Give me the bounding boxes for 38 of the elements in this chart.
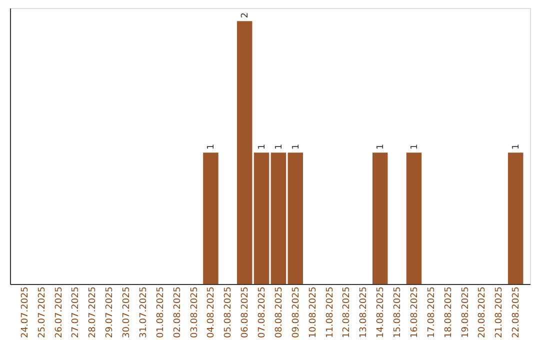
x-tick-label: 15.08.2025: [393, 286, 404, 338]
data-label: 1: [206, 144, 217, 150]
x-tick-label: 28.07.2025: [88, 286, 98, 338]
x-tick-label: 09.08.2025: [291, 286, 302, 338]
x-tick-label: 26.07.2025: [54, 286, 64, 338]
data-label: 1: [376, 144, 386, 150]
data-label: 1: [410, 144, 420, 150]
x-tick-label: 18.08.2025: [444, 286, 454, 338]
data-label: 1: [258, 144, 268, 150]
x-tick-label: 03.08.2025: [190, 286, 200, 338]
x-tick-label: 29.07.2025: [105, 286, 116, 338]
x-tick-label: 07.08.2025: [258, 286, 268, 338]
x-tick-label: 14.08.2025: [376, 286, 386, 338]
x-tick-label: 20.08.2025: [478, 286, 488, 338]
x-tick-label: 19.08.2025: [460, 286, 471, 338]
x-tick-label: 22.08.2025: [512, 286, 522, 338]
data-label: 1: [291, 144, 302, 150]
x-tick-label: 13.08.2025: [359, 286, 370, 338]
data-label: 2: [240, 12, 251, 18]
x-tick-label: 06.08.2025: [240, 286, 251, 338]
data-label: 1: [512, 144, 522, 150]
x-tick-label: 17.08.2025: [426, 286, 437, 338]
x-tick-label: 24.07.2025: [20, 286, 30, 338]
x-tick-label: 12.08.2025: [342, 286, 352, 338]
x-tick-label: 27.07.2025: [71, 286, 82, 338]
x-tick-label: 25.07.2025: [37, 286, 48, 338]
x-tick-label: 16.08.2025: [410, 286, 420, 338]
x-tick-label: 01.08.2025: [156, 286, 166, 338]
x-tick-label: 04.08.2025: [206, 286, 217, 338]
x-tick-label: 02.08.2025: [172, 286, 183, 338]
x-tick-label: 05.08.2025: [224, 286, 234, 338]
x-tick-label: 31.07.2025: [138, 286, 149, 338]
x-tick-label: 30.07.2025: [122, 286, 132, 338]
x-tick-label: 08.08.2025: [274, 286, 284, 338]
data-label: 1: [274, 144, 284, 150]
x-tick-label: 11.08.2025: [325, 286, 336, 338]
x-tick-label: 21.08.2025: [494, 286, 505, 338]
x-tick-label: 10.08.2025: [308, 286, 318, 338]
